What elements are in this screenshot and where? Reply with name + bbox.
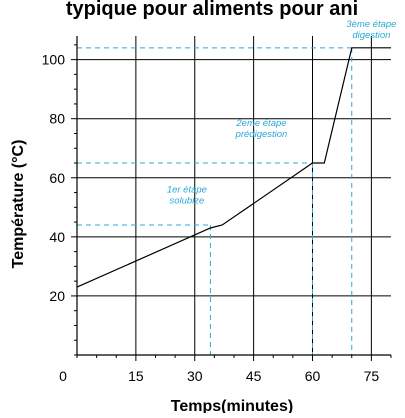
step-annotation: 3ème étape digestion <box>346 19 396 41</box>
y-tick-label: 40 <box>49 229 65 245</box>
y-tick-label: 80 <box>49 111 65 127</box>
x-axis-label: Temps(minutes) <box>171 398 293 413</box>
x-tick-label: 30 <box>187 368 203 384</box>
reference-lines <box>77 47 353 355</box>
y-axis-label: Température (°C) <box>10 140 27 269</box>
step-annotation: 2eme étape prédigestion <box>235 118 288 140</box>
y-tick-label: 60 <box>49 170 65 186</box>
step-annotation-line: 1er étape <box>167 185 207 196</box>
step-annotation-line: 3ème étape <box>346 19 396 30</box>
x-tick-label: 75 <box>364 368 380 384</box>
step-annotation-line: digestion <box>352 30 390 41</box>
step-annotation-line: prédigestion <box>235 129 288 140</box>
x-tick-label: 45 <box>246 368 262 384</box>
y-tick-label: 100 <box>42 52 66 68</box>
temperature-line <box>76 47 391 288</box>
series-layer <box>76 47 391 288</box>
tick-labels: 20 40 60 80 100 15 30 45 60 75 0 <box>42 52 380 384</box>
axes <box>71 36 392 361</box>
x-tick-label: 15 <box>128 368 144 384</box>
step-annotation-line: solubize <box>169 196 204 207</box>
step-annotation-line: 2eme étape <box>235 118 286 129</box>
y-tick-label: 20 <box>49 288 65 304</box>
grid <box>77 36 391 355</box>
x-tick-label-origin: 0 <box>59 368 67 384</box>
annotations: 1er étape solubize 2eme étape prédigestion 3… <box>167 19 397 206</box>
x-tick-label: 60 <box>305 368 321 384</box>
chart-title: typique pour aliments pour ani <box>66 0 358 20</box>
step-annotation: 1er étape solubize <box>167 185 207 207</box>
